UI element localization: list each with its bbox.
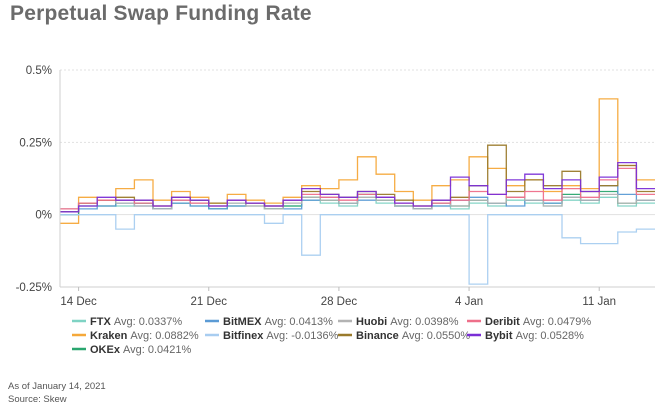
y-tick-label: 0% [35, 210, 52, 222]
y-tick-label: -0.25% [16, 282, 52, 294]
legend-series-avg: Avg: 0.0413% [265, 316, 334, 328]
legend: FTX Avg: 0.0337% BitMEX Avg: 0.0413% Huobi… [72, 316, 591, 356]
legend-series-avg: Avg: 0.0398% [390, 316, 459, 328]
x-tick-label: 14 Dec [60, 296, 97, 308]
x-tick-label: 21 Dec [191, 296, 228, 308]
legend-label: OKEx Avg: 0.0421% [90, 344, 192, 356]
legend-item-bitfinex: Bitfinex Avg: -0.0136% [205, 330, 339, 342]
legend-series-name: Bitfinex [223, 330, 266, 342]
y-tick-label: 0.5% [26, 65, 52, 77]
legend-item-huobi: Huobi Avg: 0.0398% [338, 316, 459, 328]
legend-item-okex: OKEx Avg: 0.0421% [72, 344, 192, 356]
footnote-as-of: As of January 14, 2021 [8, 381, 106, 392]
series-line-bybit [60, 161, 655, 213]
chart-title: Perpetual Swap Funding Rate [10, 2, 312, 25]
legend-series-name: Kraken [90, 330, 130, 342]
legend-series-avg: Avg: -0.0136% [266, 330, 338, 342]
legend-series-name: BitMEX [223, 316, 265, 328]
legend-label: Bitfinex Avg: -0.0136% [223, 330, 339, 342]
x-tick-label: 4 Jan [455, 296, 483, 308]
legend-series-name: Bybit [485, 330, 516, 342]
axis-layer: 0.5% 0.25% 0% -0.25% 14 Dec 21 Dec 28 Dec 4 Jan… [16, 65, 655, 308]
legend-label: Huobi Avg: 0.0398% [356, 316, 459, 328]
legend-item-bybit: Bybit Avg: 0.0528% [467, 330, 584, 342]
series-line-bitfinex [60, 214, 655, 285]
legend-label: Kraken Avg: 0.0882% [90, 330, 199, 342]
legend-label: BitMEX Avg: 0.0413% [223, 316, 333, 328]
legend-series-avg: Avg: 0.0528% [516, 330, 585, 342]
legend-label: FTX Avg: 0.0337% [90, 316, 182, 328]
legend-label: Deribit Avg: 0.0479% [485, 316, 591, 328]
legend-label: Bybit Avg: 0.0528% [485, 330, 584, 342]
legend-series-name: FTX [90, 316, 114, 328]
legend-series-avg: Avg: 0.0421% [123, 344, 192, 356]
x-tick-label: 11 Jan [582, 296, 616, 308]
legend-item-ftx: FTX Avg: 0.0337% [72, 316, 182, 328]
legend-item-binance: Binance Avg: 0.0550% [338, 330, 470, 342]
legend-label: Binance Avg: 0.0550% [356, 330, 470, 342]
legend-series-name: Binance [356, 330, 402, 342]
legend-item-kraken: Kraken Avg: 0.0882% [72, 330, 199, 342]
legend-series-name: OKEx [90, 344, 123, 356]
legend-series-avg: Avg: 0.0337% [114, 316, 183, 328]
x-tick-label: 28 Dec [321, 296, 358, 308]
legend-series-avg: Avg: 0.0550% [402, 330, 471, 342]
legend-item-bitmex: BitMEX Avg: 0.0413% [205, 316, 333, 328]
y-tick-label: 0.25% [19, 137, 52, 149]
legend-series-avg: Avg: 0.0882% [130, 330, 199, 342]
series-line-kraken [60, 98, 655, 224]
legend-item-deribit: Deribit Avg: 0.0479% [467, 316, 591, 328]
legend-series-avg: Avg: 0.0479% [523, 316, 592, 328]
legend-series-name: Deribit [485, 316, 523, 328]
series-layer [60, 98, 655, 285]
footnote-source: Source: Skew [8, 394, 67, 405]
legend-series-name: Huobi [356, 316, 390, 328]
